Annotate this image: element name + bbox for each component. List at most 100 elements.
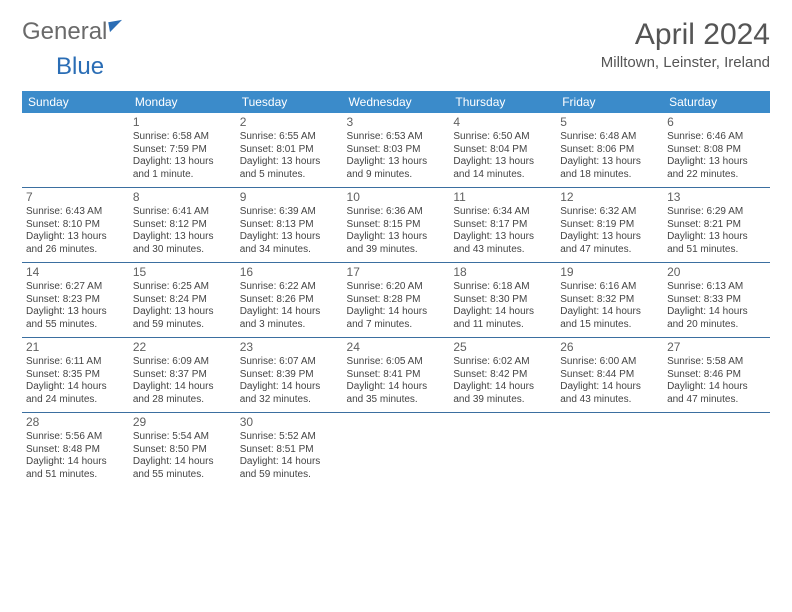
day-cell: 9Sunrise: 6:39 AMSunset: 8:13 PMDaylight… bbox=[236, 187, 343, 262]
daylight-text: Daylight: 13 hours bbox=[453, 231, 552, 244]
day-cell bbox=[663, 412, 770, 487]
sunrise-text: Sunrise: 6:16 AM bbox=[560, 281, 659, 294]
daylight-text: Daylight: 14 hours bbox=[347, 306, 446, 319]
daylight-text: and 35 minutes. bbox=[347, 394, 446, 407]
brand-word-2: Blue bbox=[56, 53, 104, 80]
brand-word-1: General bbox=[22, 18, 107, 46]
week-row: 7Sunrise: 6:43 AMSunset: 8:10 PMDaylight… bbox=[22, 187, 770, 262]
day-cell: 21Sunrise: 6:11 AMSunset: 8:35 PMDayligh… bbox=[22, 337, 129, 412]
daylight-text: Daylight: 13 hours bbox=[133, 306, 232, 319]
day-number: 25 bbox=[453, 340, 552, 355]
month-title: April 2024 bbox=[601, 18, 770, 52]
sunset-text: Sunset: 8:39 PM bbox=[240, 369, 339, 382]
week-row: 14Sunrise: 6:27 AMSunset: 8:23 PM Dayligh… bbox=[22, 262, 770, 337]
daylight-text: Daylight: 14 hours bbox=[347, 381, 446, 394]
day-cell: 23Sunrise: 6:07 AMSunset: 8:39 PMDayligh… bbox=[236, 337, 343, 412]
sunset-text: Sunset: 8:15 PM bbox=[347, 219, 446, 232]
daylight-text: and 34 minutes. bbox=[240, 244, 339, 257]
daylight-text: Daylight: 13 hours bbox=[26, 231, 125, 244]
weekday-header-row: Sunday Monday Tuesday Wednesday Thursday… bbox=[22, 91, 770, 113]
daylight-text: Daylight: 13 hours bbox=[560, 156, 659, 169]
daylight-text: Daylight: 13 hours bbox=[240, 231, 339, 244]
sunset-text: Sunset: 8:32 PM bbox=[560, 294, 659, 307]
day-cell: 13Sunrise: 6:29 AMSunset: 8:21 PMDayligh… bbox=[663, 187, 770, 262]
sunrise-text: Sunrise: 6:27 AM bbox=[26, 281, 125, 294]
day-number: 29 bbox=[133, 415, 232, 430]
daylight-text: Daylight: 13 hours bbox=[667, 231, 766, 244]
day-number: 17 bbox=[347, 265, 446, 280]
day-number: 16 bbox=[240, 265, 339, 280]
day-number: 14 bbox=[26, 265, 125, 280]
sunrise-text: Sunrise: 6:22 AM bbox=[240, 281, 339, 294]
sunrise-text: Sunrise: 5:54 AM bbox=[133, 431, 232, 444]
sunset-text: Sunset: 8:23 PM bbox=[26, 294, 125, 307]
day-cell: 3Sunrise: 6:53 AMSunset: 8:03 PMDaylight… bbox=[343, 113, 450, 187]
calendar-table: Sunday Monday Tuesday Wednesday Thursday… bbox=[22, 91, 770, 487]
sunset-text: Sunset: 8:08 PM bbox=[667, 144, 766, 157]
sunrise-text: Sunrise: 5:56 AM bbox=[26, 431, 125, 444]
day-cell: 30Sunrise: 5:52 AMSunset: 8:51 PMDayligh… bbox=[236, 412, 343, 487]
title-block: April 2024 Milltown, Leinster, Ireland bbox=[601, 18, 770, 71]
day-number: 5 bbox=[560, 115, 659, 130]
daylight-text: Daylight: 13 hours bbox=[240, 156, 339, 169]
day-number: 20 bbox=[667, 265, 766, 280]
daylight-text: Daylight: 14 hours bbox=[667, 381, 766, 394]
sunrise-text: Sunrise: 6:25 AM bbox=[133, 281, 232, 294]
col-header: Sunday bbox=[22, 91, 129, 113]
day-cell: 8Sunrise: 6:41 AMSunset: 8:12 PMDaylight… bbox=[129, 187, 236, 262]
daylight-text: and 5 minutes. bbox=[240, 169, 339, 182]
daylight-text: and 30 minutes. bbox=[133, 244, 232, 257]
sunset-text: Sunset: 8:24 PM bbox=[133, 294, 232, 307]
sunset-text: Sunset: 8:41 PM bbox=[347, 369, 446, 382]
daylight-text: Daylight: 14 hours bbox=[133, 456, 232, 469]
day-number: 22 bbox=[133, 340, 232, 355]
sunrise-text: Sunrise: 6:43 AM bbox=[26, 206, 125, 219]
daylight-text: Daylight: 14 hours bbox=[453, 381, 552, 394]
sunrise-text: Sunrise: 6:55 AM bbox=[240, 131, 339, 144]
day-cell: 6Sunrise: 6:46 AMSunset: 8:08 PMDaylight… bbox=[663, 113, 770, 187]
daylight-text: and 24 minutes. bbox=[26, 394, 125, 407]
sunset-text: Sunset: 8:50 PM bbox=[133, 444, 232, 457]
daylight-text: Daylight: 13 hours bbox=[347, 231, 446, 244]
daylight-text: Daylight: 14 hours bbox=[133, 381, 232, 394]
sunrise-text: Sunrise: 6:20 AM bbox=[347, 281, 446, 294]
day-number: 30 bbox=[240, 415, 339, 430]
day-cell: 27Sunrise: 5:58 AMSunset: 8:46 PMDayligh… bbox=[663, 337, 770, 412]
day-cell: 5Sunrise: 6:48 AMSunset: 8:06 PMDaylight… bbox=[556, 113, 663, 187]
day-cell: 2Sunrise: 6:55 AMSunset: 8:01 PMDaylight… bbox=[236, 113, 343, 187]
col-header: Friday bbox=[556, 91, 663, 113]
daylight-text: and 14 minutes. bbox=[453, 169, 552, 182]
sunset-text: Sunset: 8:17 PM bbox=[453, 219, 552, 232]
sunset-text: Sunset: 8:35 PM bbox=[26, 369, 125, 382]
day-number: 19 bbox=[560, 265, 659, 280]
day-cell bbox=[22, 113, 129, 187]
sunrise-text: Sunrise: 6:48 AM bbox=[560, 131, 659, 144]
daylight-text: and 51 minutes. bbox=[667, 244, 766, 257]
day-number: 21 bbox=[26, 340, 125, 355]
sunrise-text: Sunrise: 6:32 AM bbox=[560, 206, 659, 219]
col-header: Monday bbox=[129, 91, 236, 113]
daylight-text: and 47 minutes. bbox=[560, 244, 659, 257]
day-cell: 15Sunrise: 6:25 AMSunset: 8:24 PMDayligh… bbox=[129, 262, 236, 337]
sunset-text: Sunset: 8:13 PM bbox=[240, 219, 339, 232]
day-cell: 22Sunrise: 6:09 AMSunset: 8:37 PMDayligh… bbox=[129, 337, 236, 412]
sunrise-text: Sunrise: 6:11 AM bbox=[26, 356, 125, 369]
sunset-text: Sunset: 8:33 PM bbox=[667, 294, 766, 307]
daylight-text: and 39 minutes. bbox=[347, 244, 446, 257]
daylight-text: Daylight: 14 hours bbox=[453, 306, 552, 319]
day-cell: 25Sunrise: 6:02 AMSunset: 8:42 PMDayligh… bbox=[449, 337, 556, 412]
sunrise-text: Sunrise: 6:13 AM bbox=[667, 281, 766, 294]
daylight-text: Daylight: 13 hours bbox=[347, 156, 446, 169]
daylight-text: Daylight: 14 hours bbox=[26, 456, 125, 469]
day-number: 11 bbox=[453, 190, 552, 205]
day-number: 6 bbox=[667, 115, 766, 130]
day-cell: 18Sunrise: 6:18 AMSunset: 8:30 PMDayligh… bbox=[449, 262, 556, 337]
day-number: 28 bbox=[26, 415, 125, 430]
day-number: 15 bbox=[133, 265, 232, 280]
sunrise-text: Sunrise: 5:58 AM bbox=[667, 356, 766, 369]
sunrise-text: Sunrise: 6:05 AM bbox=[347, 356, 446, 369]
day-cell: 19Sunrise: 6:16 AMSunset: 8:32 PMDayligh… bbox=[556, 262, 663, 337]
daylight-text: and 55 minutes. bbox=[26, 319, 125, 332]
day-number: 23 bbox=[240, 340, 339, 355]
day-cell: 26Sunrise: 6:00 AMSunset: 8:44 PMDayligh… bbox=[556, 337, 663, 412]
